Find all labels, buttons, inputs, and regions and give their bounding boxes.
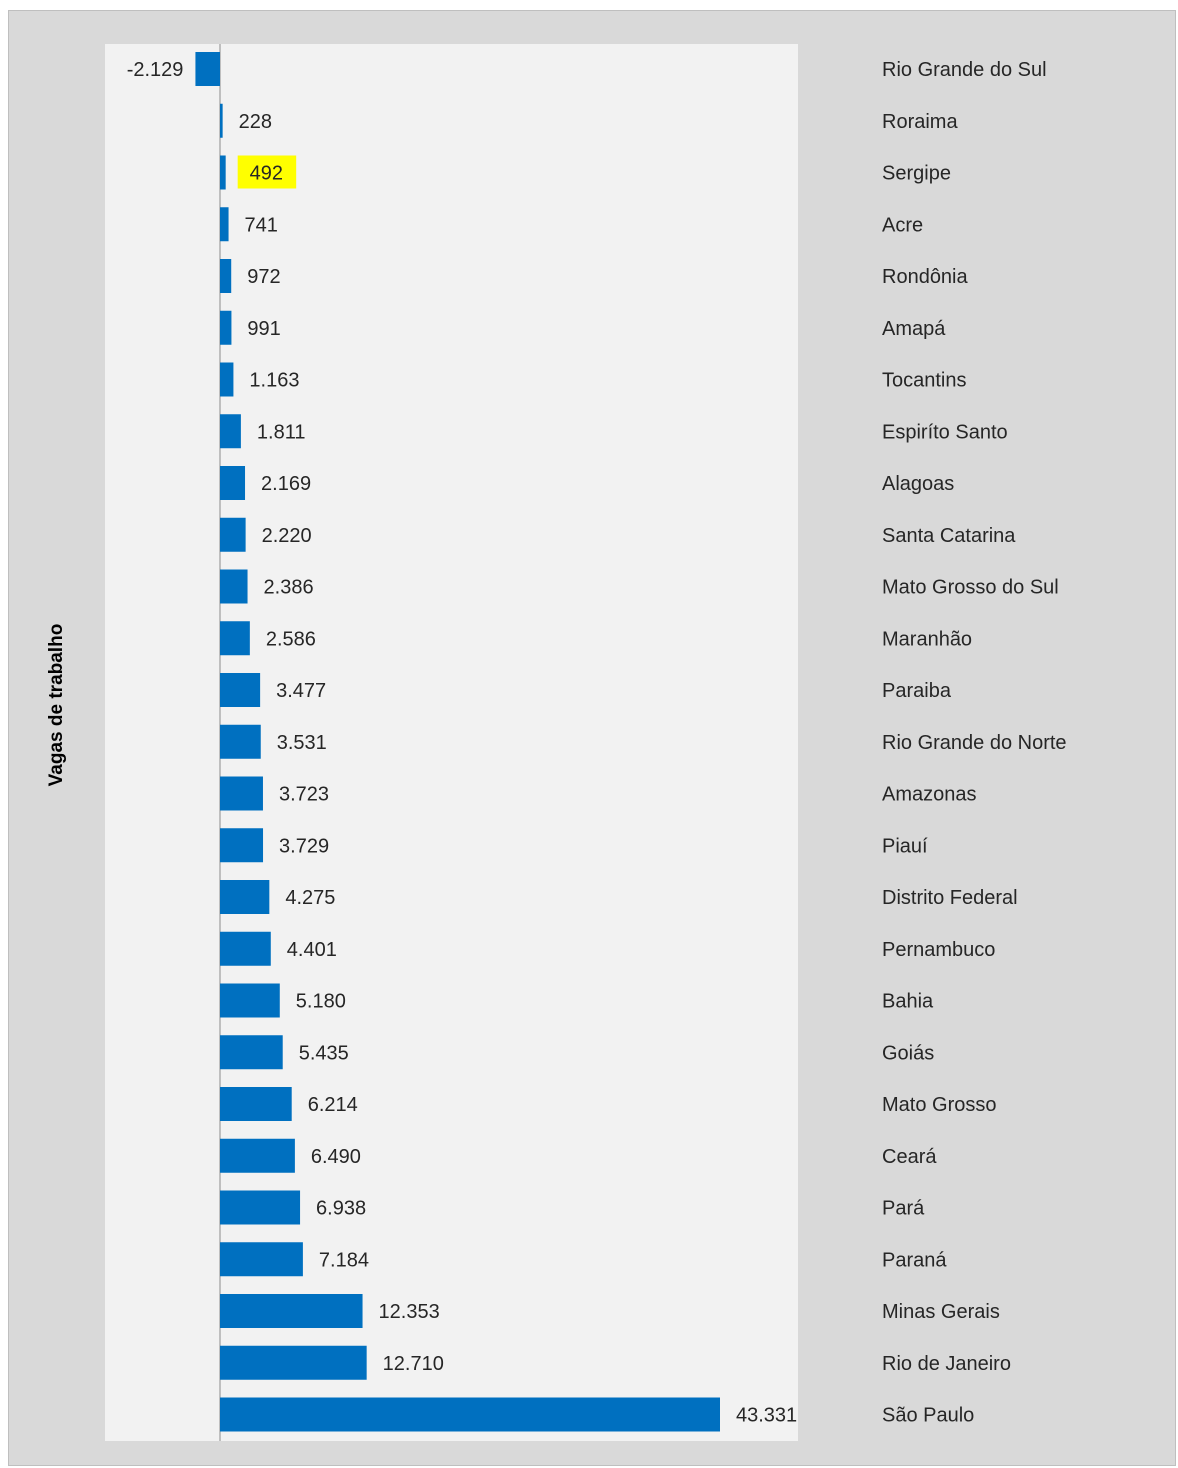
category-label-6: Amapá [882,318,946,340]
bar-20 [220,1035,283,1070]
bar-5 [220,259,232,293]
data-label-7: 1.163 [249,370,299,392]
category-label-15: Amazonas [882,784,977,806]
bar-7 [220,362,234,397]
data-label-20: 5.435 [299,1042,349,1064]
category-label-5: Rondônia [882,266,969,288]
category-label-25: Minas Gerais [882,1301,1000,1323]
data-label-24: 7.184 [319,1249,369,1271]
bar-12 [220,621,250,656]
data-label-23: 6.938 [316,1198,366,1220]
data-label-8: 1.811 [257,421,306,443]
category-label-1: Rio Grande do Sul [882,59,1047,81]
category-label-8: Espiríto Santo [882,421,1008,443]
category-label-27: São Paulo [882,1405,974,1427]
bar-27 [220,1397,720,1432]
category-label-14: Rio Grande do Norte [882,732,1067,754]
category-label-11: Mato Grosso do Sul [882,577,1059,599]
bar-21 [220,1087,292,1121]
bar-18 [220,931,271,966]
bar-24 [220,1242,303,1277]
data-label-16: 3.729 [279,835,329,857]
category-label-16: Piauí [882,835,928,857]
category-label-10: Santa Catarina [882,525,1016,547]
bar-23 [220,1190,301,1225]
bar-3 [220,155,226,190]
category-label-22: Ceará [882,1146,937,1168]
data-label-10: 2.220 [262,525,312,547]
category-label-9: Alagoas [882,473,954,495]
data-label-22: 6.490 [311,1146,361,1168]
bar-10 [220,517,246,552]
category-label-13: Paraiba [882,680,952,702]
category-label-26: Rio de Janeiro [882,1353,1011,1375]
bar-4 [220,207,229,242]
category-label-2: Roraima [882,111,958,133]
data-label-4: 741 [245,214,278,236]
category-label-21: Mato Grosso [882,1094,996,1116]
category-label-20: Goiás [882,1042,934,1064]
bar-26 [220,1345,367,1380]
data-label-14: 3.531 [277,732,327,754]
bar-19 [220,983,280,1018]
data-label-12: 2.586 [266,628,316,650]
category-label-19: Bahia [882,991,934,1013]
category-label-3: Sergipe [882,163,951,185]
bar-22 [220,1138,295,1173]
category-label-24: Paraná [882,1249,947,1271]
data-label-21: 6.214 [308,1094,358,1116]
data-label-5: 972 [247,266,280,288]
data-label-2: 228 [239,111,272,133]
category-label-23: Pará [882,1198,925,1220]
data-label-27: 43.331 [736,1405,797,1427]
bar-14 [220,724,261,759]
bar-2 [220,103,223,138]
category-label-12: Maranhão [882,628,972,650]
bar-17 [220,880,270,914]
data-label-15: 3.723 [279,784,329,806]
data-label-26: 12.710 [383,1353,444,1375]
data-label-1: -2.129 [127,59,184,81]
category-label-17: Distrito Federal [882,887,1018,909]
data-label-13: 3.477 [276,680,326,702]
category-label-18: Pernambuco [882,939,995,961]
data-label-3: 492 [250,163,283,185]
data-label-18: 4.401 [287,939,337,961]
data-label-17: 4.275 [285,887,335,909]
bar-1 [195,52,220,86]
bar-11 [220,569,248,604]
data-label-19: 5.180 [296,991,346,1013]
bar-9 [220,466,246,500]
bar-25 [220,1294,363,1328]
data-label-6: 991 [247,318,280,340]
bar-15 [220,776,263,811]
data-label-11: 2.386 [264,577,314,599]
bar-16 [220,828,264,863]
bar-13 [220,673,261,707]
category-label-7: Tocantins [882,370,967,392]
highlight-box [237,155,297,189]
category-label-4: Acre [882,214,923,236]
bar-8 [220,414,241,449]
data-label-25: 12.353 [379,1301,440,1323]
data-label-9: 2.169 [261,473,311,495]
bar-6 [220,310,232,345]
